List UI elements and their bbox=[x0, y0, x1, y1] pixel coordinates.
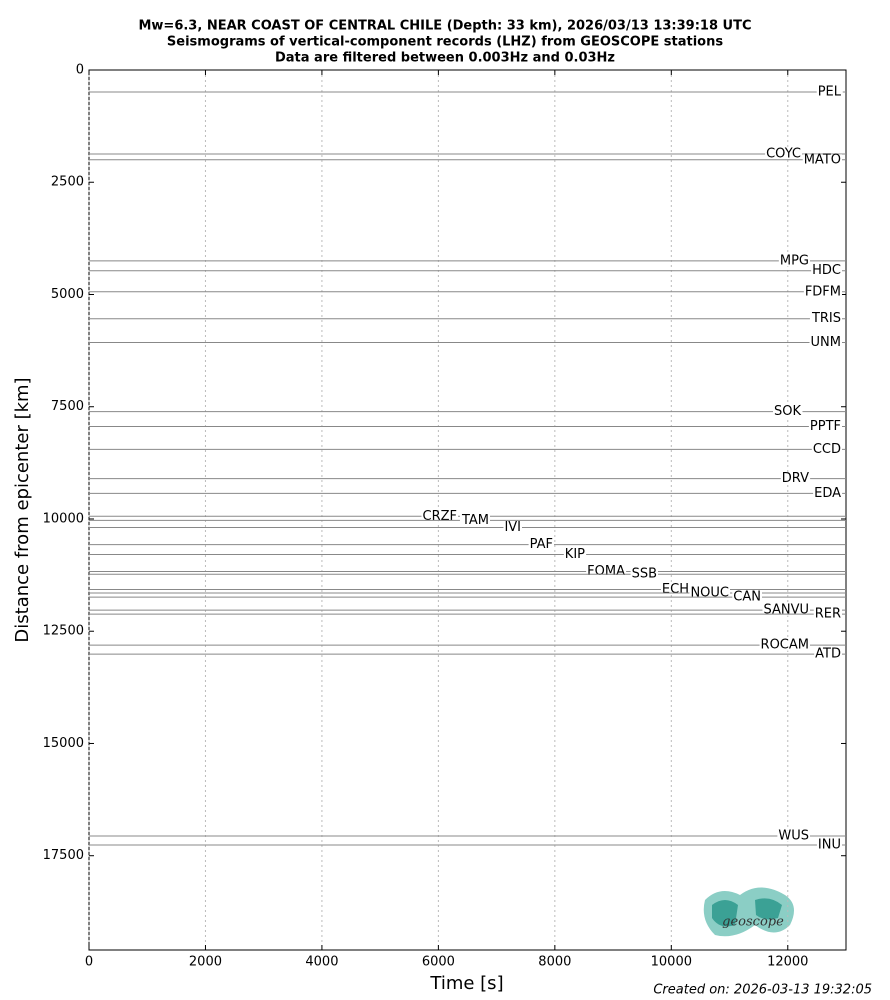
label-background bbox=[778, 255, 810, 267]
label-background bbox=[772, 406, 803, 418]
station-label: PPTF bbox=[810, 419, 841, 434]
station-label: CAN bbox=[733, 590, 761, 605]
y-tick-label: 5000 bbox=[51, 287, 84, 302]
y-tick-label: 12500 bbox=[43, 624, 84, 639]
station-label: SANVU bbox=[763, 603, 809, 618]
label-background bbox=[528, 539, 554, 551]
chart-title: Mw=6.3, NEAR COAST OF CENTRAL CHILE (Dep… bbox=[138, 19, 751, 34]
label-background bbox=[811, 443, 842, 455]
label-background bbox=[816, 839, 842, 851]
logo-text: geoscope bbox=[722, 915, 784, 930]
label-background bbox=[813, 487, 843, 499]
station-label: MATO bbox=[804, 152, 841, 167]
label-background bbox=[732, 591, 762, 603]
label-background bbox=[809, 337, 842, 349]
station-label: FDFM bbox=[805, 284, 841, 299]
y-tick-label: 0 bbox=[76, 63, 84, 78]
label-background bbox=[660, 583, 690, 595]
x-tick-label: 0 bbox=[85, 955, 93, 970]
label-background bbox=[630, 568, 658, 580]
label-background bbox=[813, 608, 842, 620]
label-background bbox=[808, 420, 842, 432]
x-tick-label: 10000 bbox=[651, 955, 692, 970]
station-label: PAF bbox=[530, 537, 553, 552]
station-label: UNM bbox=[811, 335, 841, 350]
label-background bbox=[816, 86, 843, 98]
logo-shape bbox=[712, 898, 782, 927]
station-label: INU bbox=[818, 837, 841, 852]
label-background bbox=[777, 830, 810, 842]
x-tick-label: 2000 bbox=[189, 955, 222, 970]
y-axis-label: Distance from epicenter [km] bbox=[12, 377, 33, 642]
station-label: RER bbox=[815, 607, 841, 622]
station-label: HDC bbox=[812, 263, 841, 278]
footer: Created on: 2026-03-13 19:32:05 bbox=[653, 983, 872, 998]
station-label: ATD bbox=[815, 647, 841, 662]
y-tick-label: 15000 bbox=[43, 736, 84, 751]
x-tick-label: 4000 bbox=[305, 955, 338, 970]
station-label: DRV bbox=[782, 471, 809, 486]
x-tick-label: 12000 bbox=[767, 955, 808, 970]
label-background bbox=[803, 286, 842, 298]
label-background bbox=[809, 313, 842, 325]
station-label: FOMA bbox=[587, 564, 625, 579]
station-label: EDA bbox=[814, 486, 841, 501]
station-label: IVI bbox=[504, 520, 521, 535]
x-tick-label: 8000 bbox=[538, 955, 571, 970]
station-label: WUS bbox=[778, 828, 809, 843]
chart-subtitle: Data are filtered between 0.003Hz and 0.… bbox=[275, 51, 615, 66]
label-background bbox=[503, 522, 522, 534]
y-tick-label: 10000 bbox=[43, 511, 84, 526]
plot-frame bbox=[88, 69, 847, 951]
label-background bbox=[421, 510, 458, 522]
label-background bbox=[811, 265, 842, 277]
y-tick-label: 7500 bbox=[51, 399, 84, 414]
station-label: CCD bbox=[813, 442, 841, 457]
x-tick-label: 6000 bbox=[422, 955, 455, 970]
station-label: PEL bbox=[818, 85, 842, 100]
x-axis-label: Time [s] bbox=[429, 973, 503, 994]
station-label: SOK bbox=[774, 404, 801, 419]
logo: geoscope bbox=[703, 887, 794, 937]
station-label: KIP bbox=[565, 547, 585, 562]
station-label: CRZF bbox=[423, 509, 458, 524]
label-background bbox=[459, 514, 490, 526]
station-label: ECH bbox=[662, 582, 689, 597]
station-label: TAM bbox=[461, 513, 489, 528]
y-tick-label: 2500 bbox=[51, 175, 84, 190]
station-label: COYC bbox=[766, 146, 801, 161]
label-background bbox=[563, 548, 587, 560]
label-background bbox=[762, 604, 810, 616]
label-background bbox=[780, 473, 811, 485]
station-label: MPG bbox=[780, 253, 809, 268]
station-label: NOUC bbox=[690, 586, 729, 601]
label-background bbox=[765, 148, 802, 160]
y-tick-label: 17500 bbox=[43, 848, 84, 863]
label-background bbox=[689, 587, 730, 599]
label-background bbox=[586, 566, 627, 578]
label-background bbox=[814, 648, 842, 660]
chart-subtitle: Seismograms of vertical-component record… bbox=[167, 35, 723, 50]
label-background bbox=[759, 639, 810, 651]
station-label: TRIS bbox=[811, 311, 841, 326]
label-background bbox=[802, 154, 842, 166]
station-label: SSB bbox=[632, 567, 657, 582]
station-label: ROCAM bbox=[761, 638, 809, 653]
